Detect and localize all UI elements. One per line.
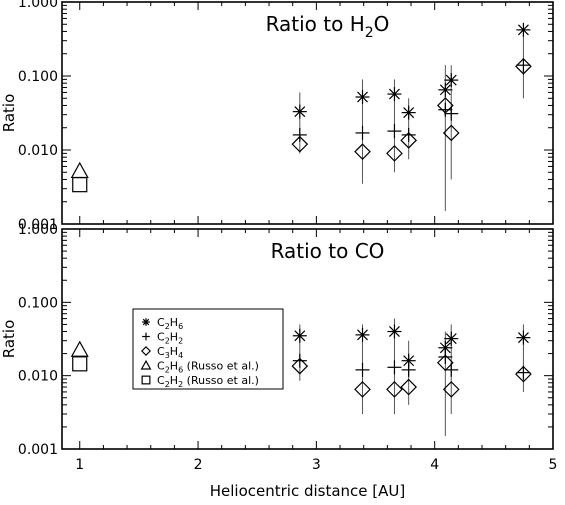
point-c2h6 (438, 82, 453, 97)
point-c2h2 (516, 365, 531, 380)
point-c3h4 (442, 381, 460, 398)
point-c2h6 (387, 87, 402, 102)
point-c2h6 (355, 90, 370, 105)
legend-label: C3H4 (157, 345, 183, 360)
panel-frame-1 (61, 1, 554, 225)
error-bars (299, 27, 524, 437)
point-c2h6 (444, 73, 459, 88)
legend-label: C2H6 (157, 316, 183, 331)
point-c3h4 (386, 145, 403, 162)
legend-marker-diamond (141, 346, 151, 356)
point-c2h2 (355, 362, 370, 377)
point-c3h4 (386, 381, 403, 398)
point-c3h4 (354, 381, 371, 398)
point-c3h4 (515, 58, 532, 75)
point-c3h4 (291, 357, 309, 375)
legend-label: C2H2 (157, 331, 183, 346)
panel-frame-2 (61, 228, 554, 450)
point-c3h4 (436, 354, 454, 372)
point-c2h6 (516, 330, 531, 345)
point-russo_c2h6 (70, 340, 89, 357)
point-c2h6 (444, 331, 459, 346)
legend-marker-square (141, 375, 151, 385)
y-tick-label: 0.010 (18, 143, 58, 159)
y-tick-label: 0.001 (18, 442, 58, 458)
legend-marker-plus (142, 332, 150, 341)
point-russo_c2h6 (70, 161, 89, 179)
point-c2h2 (444, 106, 459, 121)
point-c2h2 (438, 102, 453, 117)
point-c2h2 (444, 362, 459, 377)
y-tick-label: 0.100 (18, 295, 58, 311)
point-c2h2 (438, 349, 453, 364)
y-tick-label: 1.000 (18, 0, 58, 11)
point-c3h4 (436, 97, 454, 114)
x-tick-label: 1 (75, 457, 84, 473)
y-tick-label: 1.000 (18, 222, 58, 238)
point-c3h4 (400, 132, 418, 149)
legend-marker-triangle (140, 359, 152, 370)
point-c2h2 (401, 127, 416, 142)
y-axis-title: Ratio (0, 94, 18, 133)
chart-text: 0.001 0.010 0.100 1.000 Ratio Ratio to H2O 0.0… (0, 0, 557, 500)
point-c2h2 (355, 125, 370, 140)
point-c3h4 (515, 365, 532, 383)
point-c2h6 (292, 104, 307, 119)
point-c3h4 (442, 124, 460, 142)
y-tick-label: 0.010 (18, 369, 58, 385)
point-c3h4 (400, 378, 418, 396)
point-c2h6 (401, 105, 416, 120)
legend-box (132, 308, 284, 390)
point-c2h2 (387, 124, 402, 139)
point-c2h2 (292, 353, 307, 368)
panel-title: Ratio to CO (271, 239, 385, 263)
point-c2h6 (516, 22, 531, 37)
legend-label: C2H2 (Russo et al.) (157, 374, 259, 389)
point-c2h2 (387, 360, 402, 375)
panel-title: Ratio to H2O (266, 12, 390, 41)
point-c2h2 (401, 362, 416, 377)
point-c2h6 (355, 327, 370, 342)
y-tick-label: 0.100 (18, 69, 58, 85)
point-c3h4 (291, 135, 309, 153)
point-c2h6 (387, 324, 402, 339)
point-c2h2 (292, 127, 307, 142)
legend-marker-asterisk (142, 318, 150, 326)
axes-frames (61, 1, 554, 450)
point-russo_c2h2 (72, 177, 88, 193)
y-axis-title: Ratio (0, 320, 18, 359)
point-c2h6 (292, 328, 307, 343)
data-markers (70, 22, 532, 398)
axis-ticks (62, 1, 554, 450)
x-tick-label: 5 (549, 457, 558, 473)
x-tick-label: 2 (194, 457, 203, 473)
y-tick-label: 0.001 (18, 217, 58, 233)
point-c2h2 (516, 58, 531, 73)
x-tick-label: 4 (430, 457, 439, 473)
point-russo_c2h2 (72, 356, 88, 372)
legend-label: C2H6 (Russo et al.) (157, 360, 259, 375)
point-c3h4 (354, 143, 371, 160)
x-tick-label: 3 (312, 457, 321, 473)
x-axis-title: Heliocentric distance [AU] (210, 482, 406, 500)
